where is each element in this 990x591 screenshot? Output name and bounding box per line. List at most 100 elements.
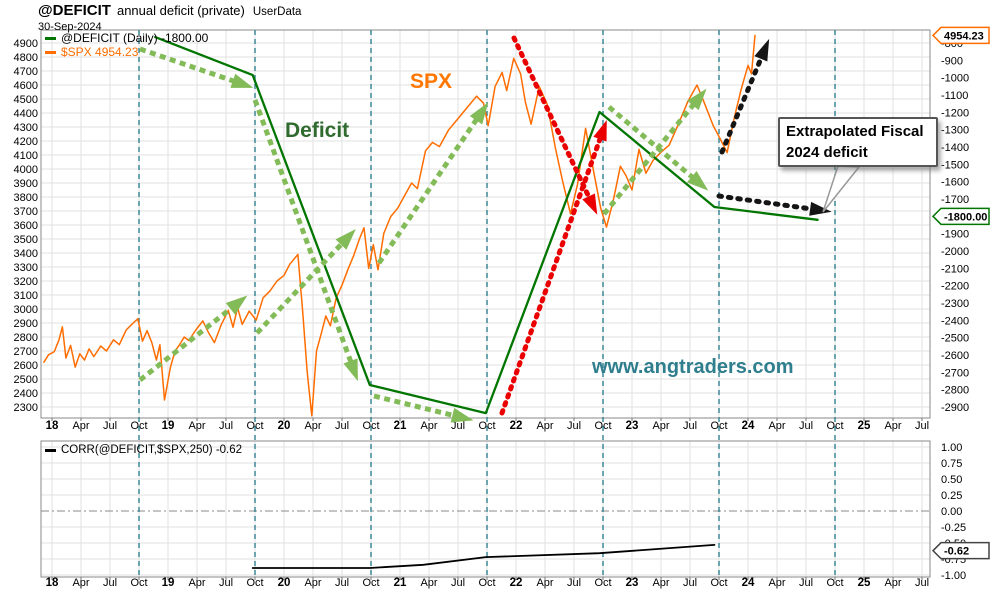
- left-axis-tick-label: 4200: [14, 136, 38, 148]
- series-spx: [43, 34, 756, 417]
- x-axis-label: Apr: [420, 577, 437, 589]
- trend-arrow-red: [511, 35, 594, 205]
- right-axis-tick-label: 0.75: [941, 458, 962, 470]
- right-axis-tick-label: -2800: [941, 385, 969, 397]
- callout-extrapolated-deficit: Extrapolated Fiscal 2024 deficit: [778, 117, 938, 167]
- arrowhead-green: [335, 228, 356, 250]
- left-axis-tick-label: 2400: [14, 388, 38, 400]
- x-axis-label: Apr: [188, 420, 205, 432]
- x-axis-label: Jul: [567, 577, 581, 589]
- x-axis-label: Apr: [536, 420, 553, 432]
- left-axis-tick-label: 4400: [14, 108, 38, 120]
- callout-pointer: [822, 165, 861, 213]
- panel-border: [40, 440, 931, 578]
- title-row: @DEFICIT annual deficit (private) UserData: [38, 2, 301, 20]
- trend-arrow-red: [499, 130, 605, 416]
- x-axis-label: Oct: [362, 577, 379, 589]
- arrowhead-green: [687, 88, 707, 111]
- trend-arrow-green: [602, 98, 699, 216]
- right-axis-tick-label: -1600: [941, 177, 969, 189]
- arrowhead-green: [469, 102, 489, 125]
- x-axis-label: Apr: [536, 577, 553, 589]
- x-axis-label: Jul: [451, 420, 465, 432]
- x-axis-label: Apr: [768, 577, 785, 589]
- x-axis-label: Apr: [884, 420, 901, 432]
- x-axis-label: Oct: [246, 577, 263, 589]
- x-axis-label: Jul: [335, 577, 349, 589]
- arrowhead-green: [343, 358, 358, 382]
- x-axis-label: Oct: [130, 577, 147, 589]
- deficit-label: Deficit: [285, 119, 350, 142]
- x-axis-label: Jul: [683, 420, 697, 432]
- left-axis-tick-label: 4700: [14, 66, 38, 78]
- right-axis-tick-label: -1300: [941, 125, 969, 137]
- x-axis-label: 21: [394, 577, 407, 589]
- left-axis-tick-label: 3100: [14, 290, 38, 302]
- right-axis-tick-label: 0.50: [941, 474, 962, 486]
- right-axis-tick-label: -1500: [941, 159, 969, 171]
- x-axis-label: Jul: [219, 577, 233, 589]
- trend-arrow-green: [607, 105, 699, 183]
- left-axis-tick-label: 4500: [14, 94, 38, 106]
- left-axis-tick-label: 3900: [14, 178, 38, 190]
- arrowhead-red: [593, 120, 607, 142]
- left-axis-tick-label: 2300: [14, 402, 38, 414]
- x-axis-label: 20: [278, 420, 291, 432]
- x-axis-label: Jul: [219, 420, 233, 432]
- right-axis-tick-label: -1000: [941, 73, 969, 85]
- x-axis-label: 24: [742, 577, 755, 589]
- arrowhead-green: [225, 295, 248, 315]
- chart-header: @DEFICIT annual deficit (private) UserData…: [38, 2, 301, 33]
- axis-value-box-label: -1800.00: [944, 211, 987, 223]
- right-axis-tick-label: -2500: [941, 333, 969, 345]
- price-panel-legend: @DEFICIT (Daily) -1800.00 $SPX 4954.23: [45, 31, 208, 59]
- trend-arrow-green: [139, 46, 240, 86]
- chart-date: 30-Sep-2024: [38, 21, 102, 33]
- right-axis-tick-label: -2400: [941, 315, 969, 327]
- x-axis-label: Apr: [304, 420, 321, 432]
- x-axis-label: 25: [858, 420, 871, 432]
- left-axis-tick-label: 3500: [14, 234, 38, 246]
- left-axis-tick-label: 3800: [14, 192, 38, 204]
- x-axis-label: Apr: [768, 420, 785, 432]
- x-axis-label: Jul: [335, 420, 349, 432]
- arrowhead-red: [582, 193, 598, 215]
- right-axis-tick-label: 1.00: [941, 442, 962, 454]
- left-axis-tick-label: 2700: [14, 346, 38, 358]
- legend-label: CORR(@DEFICIT,$SPX,250) -0.62: [61, 444, 243, 456]
- x-axis-label: 18: [46, 420, 59, 432]
- callout-line1: Extrapolated Fiscal: [786, 123, 924, 140]
- axis-value-box-label: 4954.23: [944, 30, 984, 42]
- left-axis-tick-label: 2500: [14, 374, 38, 386]
- x-axis-label: Apr: [72, 577, 89, 589]
- right-axis-tick-label: 0.25: [941, 490, 962, 502]
- x-axis-label: Oct: [710, 577, 727, 589]
- legend-swatch: [45, 448, 56, 452]
- series-corr: [251, 544, 716, 569]
- x-axis-label: Jul: [915, 577, 929, 589]
- x-axis-label: 24: [742, 420, 755, 432]
- x-axis-label: Jul: [799, 420, 813, 432]
- x-axis-label: Oct: [826, 577, 843, 589]
- left-axis-tick-label: 4000: [14, 164, 38, 176]
- arrowhead-black: [809, 201, 832, 216]
- x-axis-label: 23: [626, 420, 639, 432]
- x-axis-label: Apr: [652, 420, 669, 432]
- watermark-label: www.angtraders.com: [592, 356, 794, 378]
- x-axis-label: Oct: [478, 577, 495, 589]
- x-axis-label: 21: [394, 420, 407, 432]
- left-axis-tick-label: 4900: [14, 38, 38, 50]
- left-axis-tick-label: 3200: [14, 276, 38, 288]
- trend-arrow-green: [138, 302, 237, 382]
- x-axis-label: 20: [278, 577, 291, 589]
- x-axis-label: 22: [510, 577, 523, 589]
- legend-row: @DEFICIT (Daily) -1800.00: [45, 31, 208, 45]
- symbol: @DEFICIT: [38, 2, 111, 19]
- legend-row: CORR(@DEFICIT,$SPX,250) -0.62: [45, 443, 242, 457]
- right-axis-tick-label: -2100: [941, 263, 969, 275]
- legend-row: $SPX 4954.23: [45, 45, 208, 59]
- left-axis-tick-label: 4600: [14, 80, 38, 92]
- x-axis-label: 19: [162, 420, 175, 432]
